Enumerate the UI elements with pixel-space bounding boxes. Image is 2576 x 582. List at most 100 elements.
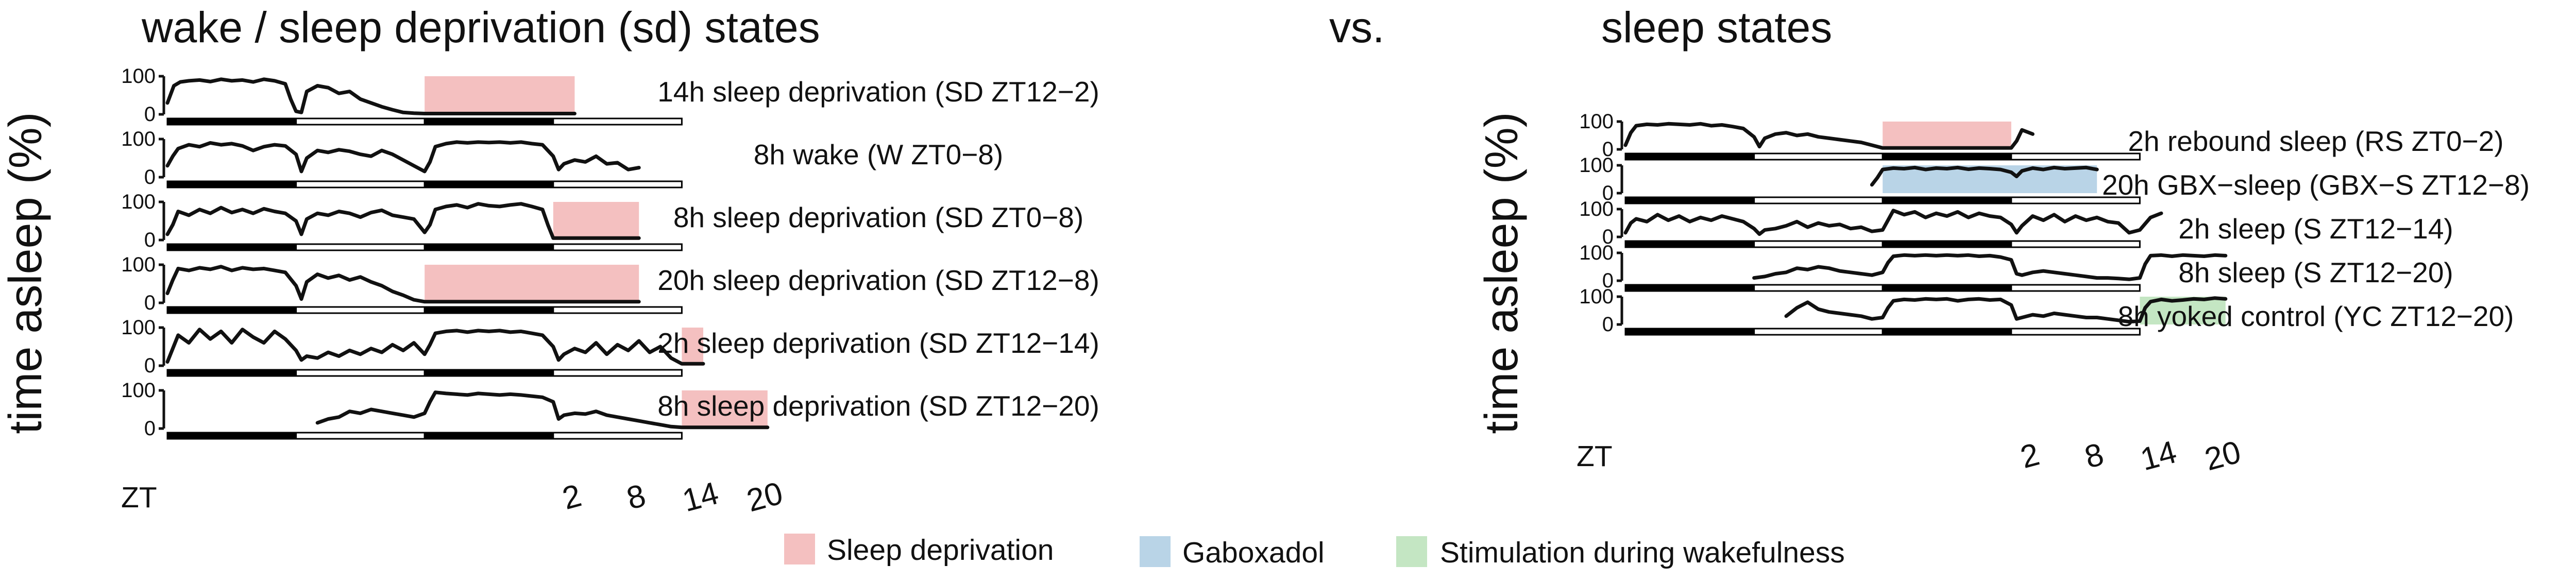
light-dark-bar-light	[295, 306, 426, 314]
y-tick-label: 100	[121, 379, 156, 402]
zt-tick-label: 2	[2017, 436, 2043, 475]
light-dark-bar-light	[2010, 328, 2141, 336]
legend: Sleep deprivation Gaboxadol Stimulation …	[784, 534, 1845, 569]
panel-row-8h-yoked-control-yc-zt12-20: 0 100 8h yoked control (YC ZT12−20)	[1579, 285, 2514, 336]
legend-swatch-sleep-deprivation	[784, 534, 815, 564]
y-tick-label: 100	[1579, 154, 1614, 177]
series-label: 20h GBX−sleep (GBX−S ZT12−8)	[2102, 169, 2530, 201]
light-dark-bar-dark	[1882, 240, 2012, 248]
right-x-axis-label: ZT	[1577, 440, 1613, 473]
light-dark-bar-light	[295, 432, 426, 440]
shaded-region-pink	[1883, 122, 2011, 149]
light-dark-bar-light	[552, 180, 683, 189]
light-dark-bar-dark	[166, 117, 297, 126]
y-tick-label: 100	[121, 316, 156, 339]
light-dark-bar-light	[295, 369, 426, 377]
left-panel-title: wake / sleep deprivation (sd) states	[141, 3, 820, 52]
y-tick-label: 100	[1579, 198, 1614, 220]
series-label: 8h wake (W ZT0−8)	[754, 139, 1003, 170]
light-dark-bar-dark	[423, 243, 554, 251]
legend-label-sleep-deprivation: Sleep deprivation	[827, 534, 1054, 567]
shaded-region-pink	[425, 76, 575, 114]
shaded-region-pink	[425, 265, 639, 303]
y-tick-label: 100	[1579, 110, 1614, 133]
panel-row-20h-sleep-deprivation-sd-zt12-8: 0 100 20h sleep deprivation (SD ZT12−8)	[121, 253, 1099, 314]
left-x-axis-label: ZT	[121, 481, 157, 514]
legend-label-gaboxadol: Gaboxadol	[1182, 536, 1325, 569]
y-tick-label: 100	[121, 65, 156, 88]
y-tick-label: 0	[144, 292, 156, 314]
panel-row-14h-sleep-deprivation-sd-zt12-2: 0 100 14h sleep deprivation (SD ZT12−2)	[121, 65, 1099, 126]
light-dark-bar-light	[552, 369, 683, 377]
y-tick-label: 0	[144, 229, 156, 251]
y-tick-label: 0	[1602, 138, 1614, 161]
zt-tick-label: 2	[559, 477, 585, 517]
y-tick-label: 100	[121, 253, 156, 276]
legend-swatch-gaboxadol	[1140, 536, 1171, 567]
panel-row-20h-gbx-sleep-gbx-s-zt12-8: 0 100 20h GBX−sleep (GBX−S ZT12−8)	[1579, 154, 2530, 204]
y-tick-label: 0	[144, 417, 156, 440]
vs-label: vs.	[1329, 3, 1384, 52]
shaded-region-pink	[682, 328, 703, 366]
light-dark-bar-light	[1753, 284, 1884, 292]
y-tick-label: 0	[1602, 182, 1614, 204]
y-tick-label: 100	[121, 128, 156, 150]
panel-row-2h-rebound-sleep-rs-zt0-2: 0 100 2h rebound sleep (RS ZT0−2)	[1579, 110, 2503, 161]
series-line	[165, 265, 641, 304]
y-tick-label: 100	[1579, 242, 1614, 264]
light-dark-bar-dark	[423, 306, 554, 314]
y-tick-label: 0	[1602, 313, 1614, 336]
light-dark-bar-dark	[1882, 152, 2012, 161]
series-label: 2h rebound sleep (RS ZT0−2)	[2128, 125, 2503, 157]
light-dark-bar-dark	[1624, 152, 1755, 161]
light-dark-bar-light	[1753, 240, 1884, 248]
y-tick-label: 0	[144, 166, 156, 189]
series-label: 8h sleep (S ZT12−20)	[2178, 256, 2453, 288]
zt-tick-label: 20	[2201, 434, 2244, 477]
light-dark-bar-dark	[166, 243, 297, 251]
light-dark-bar-light	[2010, 240, 2141, 248]
panel-row-8h-sleep-deprivation-sd-zt0-8: 0 100 8h sleep deprivation (SD ZT0−8)	[121, 191, 1083, 251]
zt-tick-label: 8	[2081, 436, 2107, 475]
light-dark-bar-dark	[423, 369, 554, 377]
light-dark-bar-dark	[1882, 284, 2012, 292]
series-line	[1623, 122, 2035, 150]
panel-row-2h-sleep-deprivation-sd-zt12-14: 0 100 2h sleep deprivation (SD ZT12−14)	[121, 316, 1099, 377]
series-label: 8h yoked control (YC ZT12−20)	[2118, 300, 2514, 332]
zt-tick-label: 14	[679, 475, 722, 519]
series-label: 14h sleep deprivation (SD ZT12−2)	[657, 76, 1099, 108]
y-tick-label: 0	[1602, 226, 1614, 248]
series-line	[1784, 296, 2228, 324]
y-tick-label: 0	[1602, 269, 1614, 292]
zt-tick-label: 20	[743, 475, 786, 519]
light-dark-bar-dark	[166, 180, 297, 189]
series-line	[1623, 209, 2163, 236]
light-dark-bar-light	[295, 243, 426, 251]
legend-swatch-stimulation	[1396, 536, 1427, 567]
light-dark-bar-light	[552, 306, 683, 314]
panel-row-8h-wake-w-zt0-8: 0 100 8h wake (W ZT0−8)	[121, 128, 1003, 189]
series-label: 2h sleep (S ZT12−14)	[2178, 213, 2453, 245]
y-tick-label: 0	[144, 354, 156, 377]
series-line	[165, 140, 641, 174]
series-line	[165, 77, 577, 115]
light-dark-bar-dark	[166, 432, 297, 440]
light-dark-bar-light	[1753, 196, 1884, 204]
light-dark-bar-light	[1753, 328, 1884, 336]
light-dark-bar-dark	[1624, 284, 1755, 292]
left-y-axis-label: time asleep (%)	[0, 112, 52, 434]
light-dark-bar-light	[552, 432, 683, 440]
right-panel-title: sleep states	[1601, 3, 1832, 52]
light-dark-bar-dark	[1624, 196, 1755, 204]
series-label: 8h sleep deprivation (SD ZT12−20)	[657, 390, 1099, 422]
legend-label-stimulation: Stimulation during wakefulness	[1440, 536, 1845, 569]
light-dark-bar-light	[2010, 196, 2141, 204]
series-label: 8h sleep deprivation (SD ZT0−8)	[673, 201, 1083, 233]
series-line	[1870, 165, 2099, 187]
light-dark-bar-light	[2010, 284, 2141, 292]
series-label: 2h sleep deprivation (SD ZT12−14)	[657, 327, 1099, 359]
light-dark-bar-light	[552, 117, 683, 126]
y-tick-label: 100	[121, 191, 156, 213]
